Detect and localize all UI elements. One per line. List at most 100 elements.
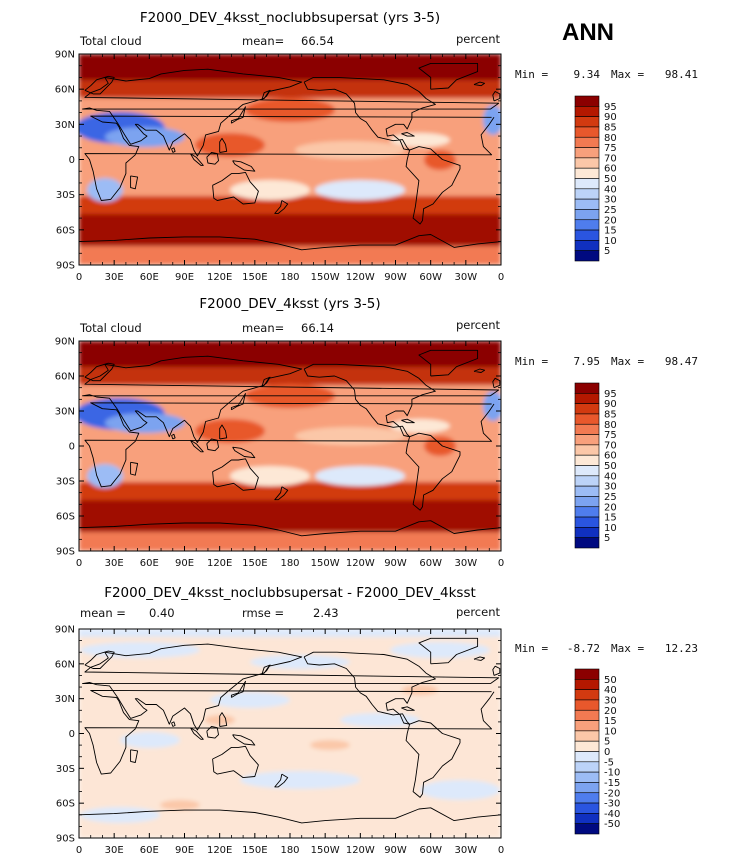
coastline <box>261 89 271 101</box>
colorbar-box <box>574 689 600 701</box>
colorbar-box <box>574 506 600 518</box>
colorbar-label: 5 <box>604 533 610 544</box>
x-tick-label: 30E <box>105 272 124 283</box>
y-tick-label: 30N <box>55 694 75 705</box>
x-tick-label: 120E <box>207 558 232 569</box>
colorbar-label: 10 <box>604 236 617 247</box>
panel-3-stat2-value: 2.43 <box>313 606 339 620</box>
y-tick-label: 90S <box>56 547 75 558</box>
colorbar-box <box>574 699 600 711</box>
colorbar-label: 70 <box>604 440 617 451</box>
colorbar-box <box>574 229 600 241</box>
panel-3-min-label: Min = <box>515 642 548 655</box>
x-tick-label: 0 <box>76 272 82 283</box>
colorbar-label: 30 <box>604 482 617 493</box>
panel-1-y-axis: 90N 60N 30N 0 30S 60S 90S <box>55 50 501 272</box>
panel-3-min-value: -8.72 <box>567 642 600 655</box>
y-tick-label: 90S <box>56 261 75 272</box>
colorbar-box <box>574 116 600 128</box>
y-tick-label: 90N <box>55 625 75 636</box>
y-tick-label: 60N <box>55 372 75 383</box>
colorbar-label: -50 <box>604 819 620 830</box>
colorbar-label: 50 <box>604 675 617 686</box>
coastline <box>230 680 246 698</box>
colorbar-label: 50 <box>604 174 617 185</box>
panel-1-cloud-field <box>79 54 501 265</box>
colorbar-label: 75 <box>604 143 617 154</box>
x-tick-label: 30W <box>455 845 478 856</box>
colorbar-box <box>574 147 600 159</box>
coastline <box>190 439 204 453</box>
coastline <box>219 137 228 153</box>
x-tick-label: 60E <box>140 558 159 569</box>
x-tick-label: 90W <box>384 845 407 856</box>
panel-1-min-value: 9.34 <box>574 68 601 81</box>
y-tick-label: 0 <box>69 155 75 166</box>
panel-3-units: percent <box>456 605 501 619</box>
panel-3-x-axis: 0 30E 60E 90E 120E 150E 180 150W 120W 90W 60W 30W 0 <box>76 629 504 856</box>
coastline <box>232 446 256 459</box>
panel-2-left-label: Total cloud <box>79 321 142 335</box>
colorbar-label: 95 <box>604 102 617 113</box>
x-tick-label: 180 <box>280 845 299 856</box>
panel-2-min-value: 7.95 <box>574 355 601 368</box>
panel-2-stat1-value: 66.14 <box>301 321 334 335</box>
panel-3-y-axis: 90N 60N 30N 0 30S 60S 90S <box>55 625 501 845</box>
coastline <box>405 720 461 798</box>
coastline <box>82 643 500 731</box>
coastline <box>492 377 501 389</box>
coastline <box>274 200 289 214</box>
coastline <box>232 734 256 746</box>
colorbar-label: 30 <box>604 195 617 206</box>
season-label: ANN <box>562 19 614 46</box>
x-tick-label: 90E <box>175 272 194 283</box>
panel-2-title: F2000_DEV_4ksst (yrs 3-5) <box>199 296 380 312</box>
colorbar-label: 5 <box>604 246 610 257</box>
coastline <box>219 424 228 440</box>
coastline <box>473 81 486 87</box>
coastline <box>303 651 436 725</box>
colorbar-box <box>574 782 600 794</box>
x-tick-label: 180 <box>280 272 299 283</box>
x-tick-label: 60E <box>140 272 159 283</box>
colorbar-box <box>574 167 600 179</box>
colorbar-label: 60 <box>604 451 617 462</box>
coastline <box>212 171 259 205</box>
coastline <box>190 153 204 166</box>
x-tick-label: 90W <box>384 558 407 569</box>
colorbar-label: 90 <box>604 112 617 123</box>
colorbar-box <box>574 423 600 435</box>
colorbar-box <box>574 679 600 690</box>
coastline <box>261 664 271 675</box>
colorbar-label: 40 <box>604 471 617 482</box>
coastline <box>261 376 271 387</box>
coastline <box>82 68 500 157</box>
y-tick-label: 60N <box>55 659 75 670</box>
colorbar-box <box>574 537 600 549</box>
coastline <box>473 368 486 373</box>
x-tick-label: 120W <box>346 558 375 569</box>
coastline <box>232 160 256 172</box>
y-tick-label: 0 <box>69 729 75 740</box>
x-tick-label: 0 <box>76 558 82 569</box>
coastline <box>492 91 501 102</box>
colorbar-box <box>574 434 600 446</box>
x-tick-label: 90E <box>175 558 194 569</box>
colorbar-box <box>574 516 600 528</box>
panel-3: F2000_DEV_4ksst_noclubbsupersat - F2000_… <box>55 585 698 856</box>
colorbar-box <box>574 475 600 487</box>
coastline <box>303 363 436 438</box>
colorbar-label: 5 <box>604 737 610 748</box>
colorbar-label: -5 <box>604 757 614 768</box>
coastline <box>84 115 495 201</box>
x-tick-label: 60W <box>419 845 442 856</box>
colorbar-box <box>574 823 600 835</box>
coastline <box>230 393 246 411</box>
colorbar-label: 15 <box>604 716 617 727</box>
x-tick-label: 150E <box>242 272 267 283</box>
panel-1: F2000_DEV_4ksst_noclubbsupersat (yrs 3-5… <box>55 10 698 283</box>
colorbar-box <box>574 496 600 508</box>
colorbar-label: 25 <box>604 492 617 503</box>
coastline <box>206 152 219 165</box>
